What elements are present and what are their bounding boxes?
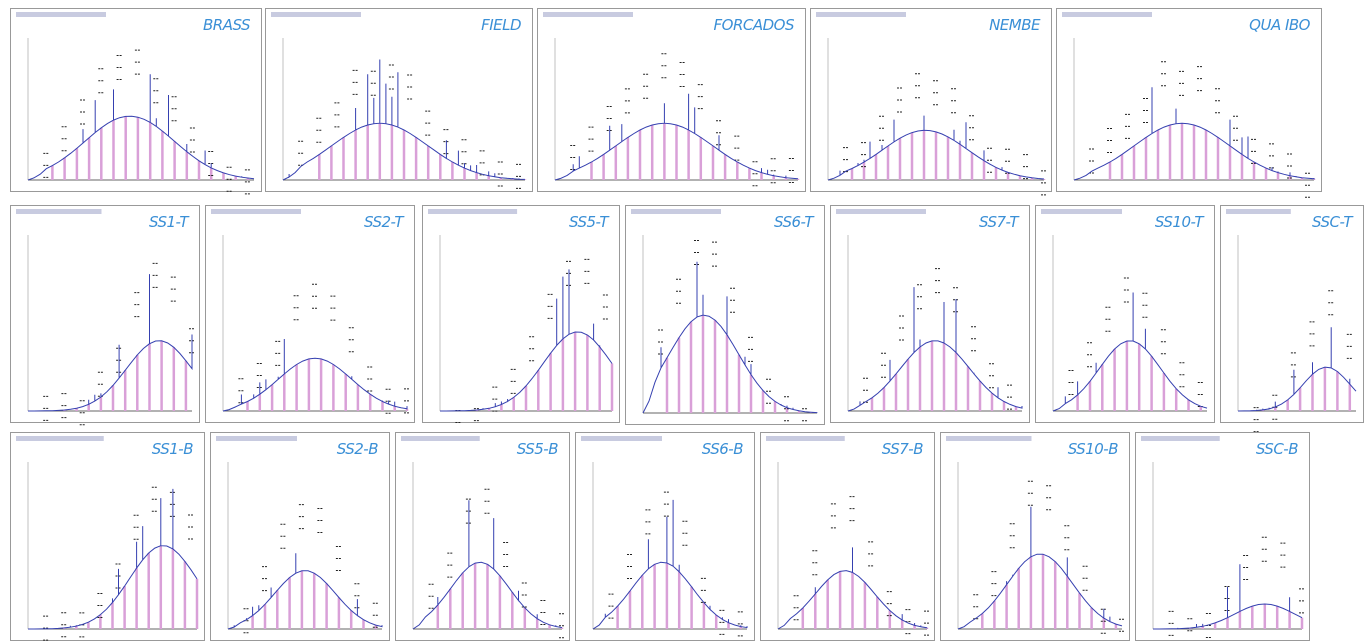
- chromatogram-panel: SS2-B: [211, 433, 390, 641]
- chromatogram-panel: QUA IBO: [1057, 9, 1322, 198]
- chromatogram-panel: SS5-B: [396, 433, 570, 641]
- panel-header: [1062, 12, 1152, 17]
- panel-frame: [1057, 9, 1322, 192]
- panel-label: SS1-B: [152, 440, 193, 458]
- panel-frame: [11, 9, 262, 192]
- panel-frame: [211, 433, 390, 641]
- panel-frame: [811, 9, 1052, 192]
- chromatogram-panel: FORCADOS: [538, 9, 806, 192]
- chromatogram-panel: SS10-B: [941, 433, 1130, 641]
- panel-header: [1041, 209, 1122, 214]
- panel-label: SS2-T: [364, 213, 405, 231]
- panel-label: NEMBE: [989, 16, 1041, 34]
- panel-label: QUA IBO: [1249, 16, 1311, 34]
- panel-header: [946, 436, 1032, 441]
- panel-label: FIELD: [481, 16, 521, 34]
- panel-frame: [626, 206, 825, 425]
- panel-header: [16, 209, 102, 214]
- chromatogram-panel: SS7-B: [761, 433, 935, 641]
- panel-label: SSC-B: [1256, 440, 1298, 458]
- panel-label: SSC-T: [1312, 213, 1354, 231]
- chromatogram-panel: FIELD: [266, 9, 533, 192]
- figure: BRASS FIELD FORCADOS NEMBE QUA IBO SS1-T SS2-T…: [0, 0, 1364, 641]
- panel-header: [631, 209, 721, 214]
- panel-label: SS1-T: [149, 213, 190, 231]
- panel-header: [211, 209, 301, 214]
- panel-header: [766, 436, 845, 441]
- panel-header: [1226, 209, 1291, 214]
- chromatogram-panel: SS6-T: [626, 206, 825, 433]
- panel-header: [216, 436, 297, 441]
- chromatogram-panel: SS2-T: [206, 206, 415, 423]
- chromatogram-panel: SS10-T: [1036, 206, 1215, 423]
- panel-header: [16, 436, 104, 441]
- panel-label: SS2-B: [337, 440, 378, 458]
- chromatogram-panel: SSC-B: [1136, 433, 1310, 641]
- chromatogram-panel: SSC-T: [1221, 206, 1364, 432]
- chromatogram-panel: SS5-T: [423, 206, 620, 435]
- panel-header: [271, 12, 361, 17]
- panel-label: SS7-T: [979, 213, 1020, 231]
- panel-label: SS6-B: [702, 440, 743, 458]
- panel-frame: [538, 9, 806, 192]
- panel-label: SS5-B: [517, 440, 558, 458]
- panel-header: [581, 436, 662, 441]
- panel-frame: [266, 9, 533, 192]
- panel-frame: [11, 206, 200, 423]
- panel-frame: [423, 206, 620, 423]
- panel-label: SS10-T: [1155, 213, 1205, 231]
- panel-frame: [1036, 206, 1215, 423]
- panel-header: [1141, 436, 1220, 441]
- panel-frame: [831, 206, 1030, 423]
- panel-label: SS10-B: [1068, 440, 1119, 458]
- panel-frame: [1136, 433, 1310, 641]
- chromatogram-panel: NEMBE: [811, 9, 1052, 195]
- panel-label: SS5-T: [569, 213, 610, 231]
- panel-frame: [396, 433, 570, 641]
- panel-header: [816, 12, 906, 17]
- panel-header: [401, 436, 480, 441]
- panel-header: [543, 12, 633, 17]
- panel-header: [16, 12, 106, 17]
- panel-header: [428, 209, 517, 214]
- panel-label: SS7-B: [882, 440, 923, 458]
- chromatogram-panel: SS6-B: [576, 433, 755, 641]
- panel-label: FORCADOS: [714, 16, 795, 34]
- chromatogram-panel: SS7-T: [831, 206, 1030, 423]
- panel-frame: [11, 433, 205, 641]
- chromatogram-panel: SS1-B: [11, 433, 205, 641]
- chromatogram-panel: BRASS: [11, 9, 262, 194]
- panel-label: SS6-T: [774, 213, 815, 231]
- panel-label: BRASS: [203, 16, 251, 34]
- panel-header: [836, 209, 926, 214]
- panel-frame: [1221, 206, 1364, 423]
- chromatogram-panel: SS1-T: [11, 206, 200, 425]
- panel-frame: [576, 433, 755, 641]
